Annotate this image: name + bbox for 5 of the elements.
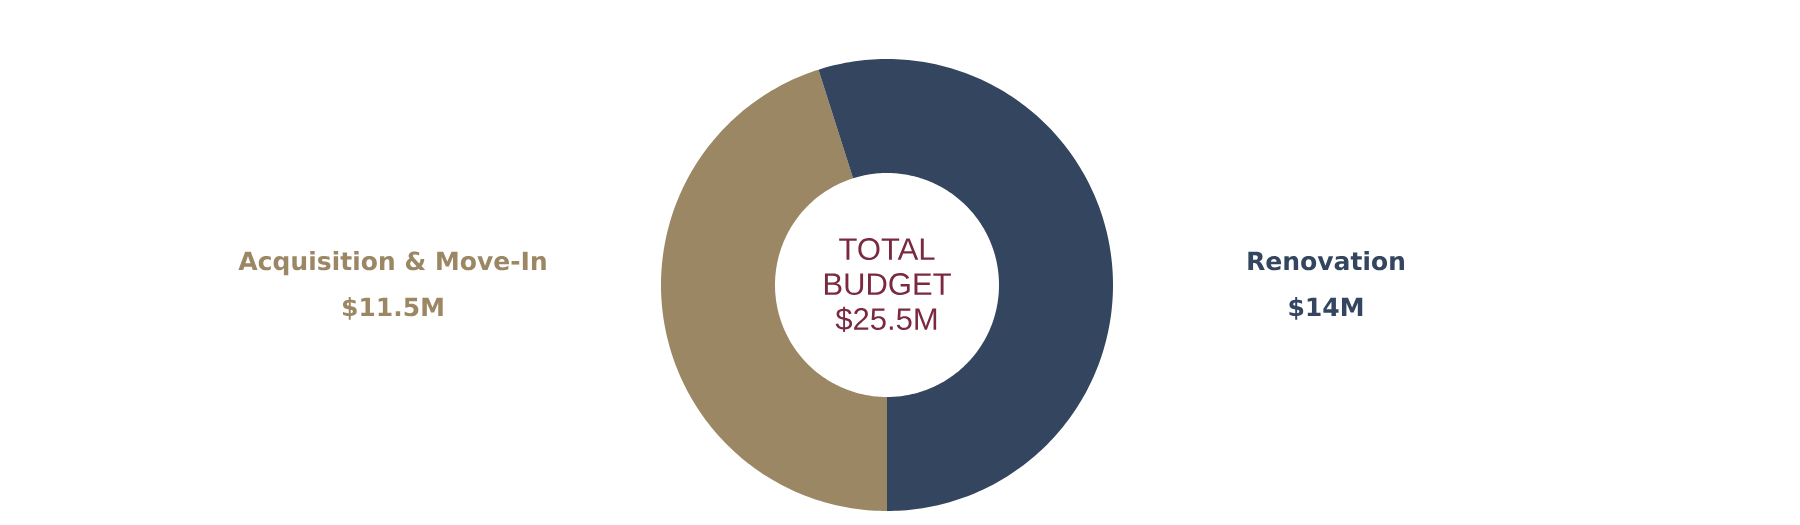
- slice-label: Renovation: [1248, 251, 1404, 271]
- text: TOTAL BUDGET $25.5M: [824, 238, 951, 332]
- slice-label: Acquisition & Move-In: [238, 251, 546, 276]
- data-label: $14M: [1289, 297, 1363, 320]
- data-label: $11.5M: [342, 297, 443, 320]
